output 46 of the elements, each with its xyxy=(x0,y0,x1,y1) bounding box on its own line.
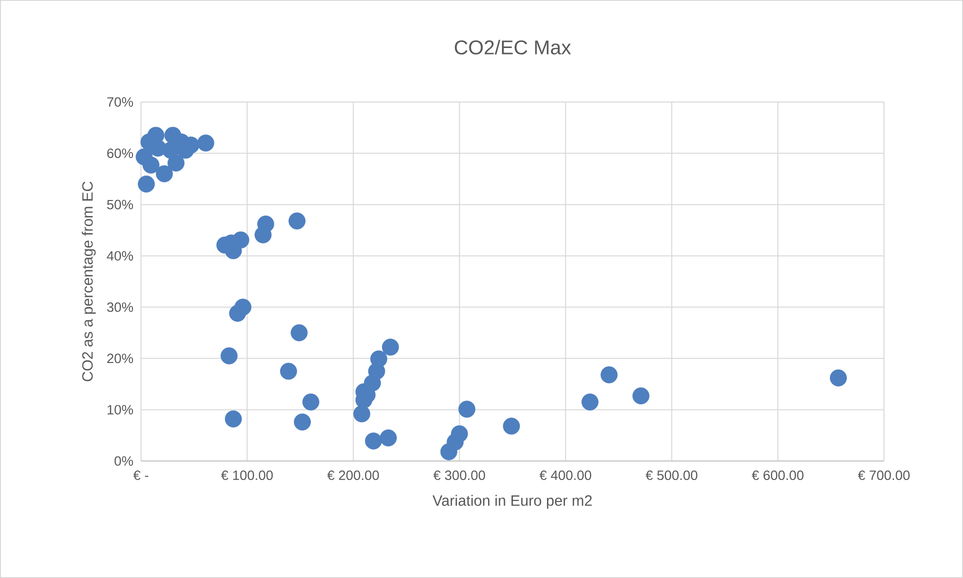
y-tick-label: 70% xyxy=(107,97,133,107)
point xyxy=(830,369,847,386)
x-axis-title: Variation in Euro per m2 xyxy=(432,494,592,509)
y-tick-label: 0% xyxy=(114,456,134,466)
y-tick-label: 40% xyxy=(106,251,133,261)
point xyxy=(224,410,242,428)
point xyxy=(288,212,306,230)
point xyxy=(581,394,598,411)
point xyxy=(197,134,214,152)
point xyxy=(257,216,274,233)
y-tick-label: 30% xyxy=(107,302,133,312)
point xyxy=(168,154,185,172)
y-tick-label: 60% xyxy=(107,148,133,158)
point xyxy=(380,429,397,446)
y-tick-label: 20% xyxy=(107,354,133,364)
point xyxy=(280,362,298,380)
x-tick-label: € 600.00 xyxy=(752,470,804,480)
point xyxy=(600,366,618,384)
point xyxy=(220,347,238,364)
y-tick-label: 10% xyxy=(108,404,133,414)
point xyxy=(156,165,173,182)
point xyxy=(353,405,370,422)
x-tick-label: € 100.00 xyxy=(221,470,273,480)
x-tick-label: € 700.00 xyxy=(858,470,910,480)
point xyxy=(138,176,155,193)
x-tick-label: € - xyxy=(133,470,148,480)
point xyxy=(232,231,250,248)
point xyxy=(382,338,399,356)
point xyxy=(234,298,252,316)
y-axis-title: CO2 as a percentage from EC xyxy=(82,182,96,382)
point xyxy=(502,418,520,435)
chart-title: CO2/EC Max xyxy=(454,40,571,54)
point xyxy=(290,324,308,342)
x-tick-label: € 500.00 xyxy=(646,470,698,480)
y-tick-label: 50% xyxy=(107,200,133,210)
point xyxy=(632,387,650,404)
x-tick-label: € 400.00 xyxy=(540,470,592,480)
point xyxy=(302,394,320,411)
point xyxy=(370,350,388,368)
point xyxy=(458,400,476,418)
point xyxy=(142,156,160,174)
point xyxy=(294,414,311,431)
point xyxy=(450,425,468,442)
x-tick-label: € 300.00 xyxy=(433,470,486,480)
x-tick-label: € 200.00 xyxy=(327,470,379,480)
point xyxy=(364,432,382,450)
